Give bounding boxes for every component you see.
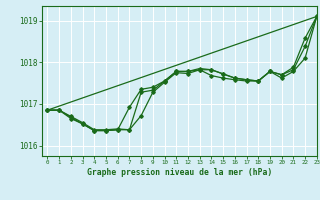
- X-axis label: Graphe pression niveau de la mer (hPa): Graphe pression niveau de la mer (hPa): [87, 168, 272, 177]
